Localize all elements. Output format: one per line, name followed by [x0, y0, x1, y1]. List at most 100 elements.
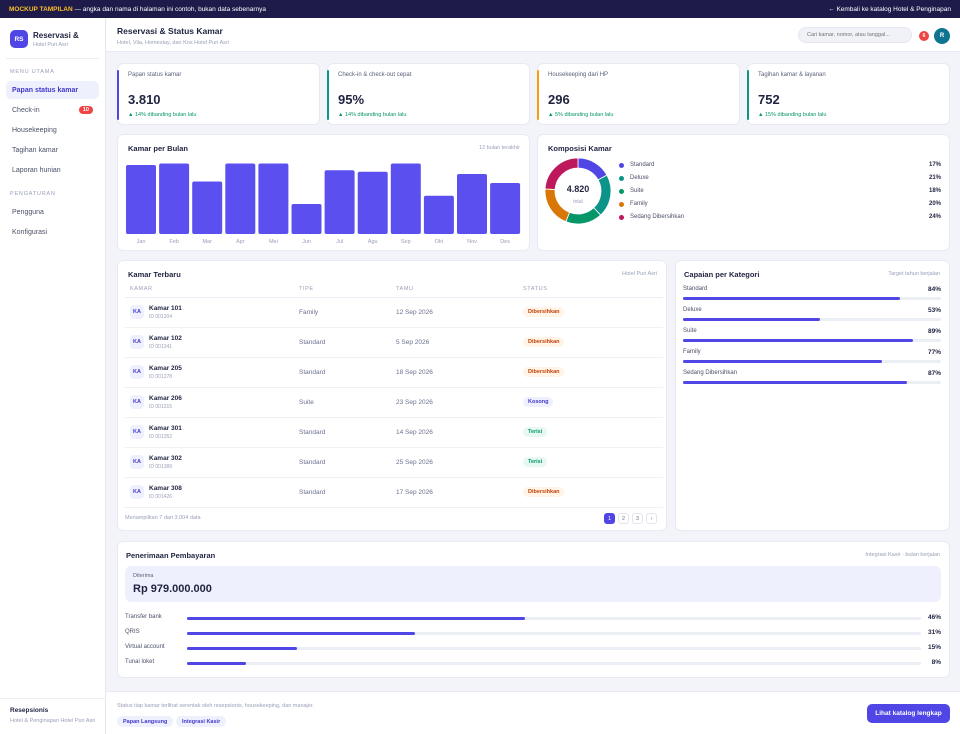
- room-info: KA Kamar 308 ID 001426: [130, 485, 294, 500]
- category-row: Sedang Dibersihkan 87%: [683, 370, 941, 390]
- room-initials: KA: [130, 335, 144, 349]
- page-1-button[interactable]: 1: [604, 513, 615, 524]
- status-cell: Dibersihkan: [518, 327, 663, 358]
- sidebar-item-occupancy-report[interactable]: Laporan hunian: [6, 161, 99, 179]
- room-id: ID 001389: [149, 463, 173, 470]
- room-initials: KA: [130, 395, 144, 409]
- room-id: ID 001315: [149, 403, 173, 410]
- donut-title: Komposisi Kamar: [548, 144, 612, 153]
- sidebar-item-checkin[interactable]: Check-in 10: [6, 101, 99, 119]
- payment-row: Transfer bank 46%: [125, 614, 941, 624]
- donut-slice-suite: [565, 207, 602, 225]
- bar-sep: [390, 163, 421, 234]
- avatar[interactable]: R: [934, 28, 950, 44]
- mockup-banner: MOCKUP TAMPILAN — angka dan nama di hala…: [0, 0, 960, 18]
- x-tick-label: Mei: [269, 239, 278, 245]
- table-row[interactable]: KA Kamar 206 ID 001315 Suite 23 Sep 2026 Koso…: [125, 387, 663, 418]
- kpi-label: Papan status kamar: [128, 72, 182, 78]
- bar-feb: [159, 163, 190, 234]
- sidebar-item-configuration[interactable]: Konfigurasi: [6, 223, 99, 241]
- search-input[interactable]: [798, 27, 912, 43]
- room-name: Kamar 101: [149, 304, 182, 312]
- next-page-button[interactable]: ›: [646, 513, 657, 524]
- x-tick-label: Nov: [467, 239, 477, 245]
- room-id: ID 001241: [149, 343, 173, 350]
- legend-item: Standard 17%: [619, 159, 941, 171]
- sidebar-item-housekeeping[interactable]: Housekeeping: [6, 121, 99, 139]
- bar-jun: [291, 204, 322, 234]
- table-row[interactable]: KA Kamar 302 ID 001389 Standard 25 Sep 2026 T…: [125, 447, 663, 478]
- table-row[interactable]: KA Kamar 301 ID 001352 Standard 14 Sep 2026 T…: [125, 417, 663, 448]
- payment-progress-fill: [187, 632, 415, 635]
- kpi-trend: ▲ 15% dibanding bulan lalu: [758, 112, 827, 118]
- sidebar-item-users[interactable]: Pengguna: [6, 203, 99, 221]
- page-header: Reservasi & Status Kamar Hotel, Vila, Ho…: [106, 18, 960, 52]
- sidebar-item-billing[interactable]: Tagihan kamar: [6, 141, 99, 159]
- status-cell: Dibersihkan: [518, 477, 663, 508]
- pagination: 1 2 3 ›: [601, 513, 657, 524]
- category-pct: 89%: [927, 328, 941, 335]
- bar-mar: [192, 181, 223, 234]
- room-cell: KA Kamar 101 ID 001204: [125, 297, 294, 328]
- donut-slice-sedang-dibersihkan: [544, 157, 579, 190]
- status-badge: Dibersihkan: [523, 487, 565, 497]
- view-catalog-button[interactable]: Lihat katalog lengkap: [867, 704, 950, 723]
- page-3-button[interactable]: 3: [632, 513, 643, 524]
- checkin-count-badge: 10: [78, 106, 93, 114]
- category-pct: 53%: [927, 307, 941, 314]
- table-row[interactable]: KA Kamar 101 ID 001204 Family 12 Sep 2026 Dib…: [125, 297, 663, 328]
- guest-date: 25 Sep 2026: [391, 447, 518, 478]
- table-row[interactable]: KA Kamar 308 ID 001426 Standard 17 Sep 2026 D…: [125, 477, 663, 508]
- status-cell: Terisi: [518, 417, 663, 448]
- category-name: Family: [683, 349, 701, 355]
- kpi-accent: [327, 70, 329, 120]
- category-meta: Target tahun berjalan: [888, 271, 940, 277]
- legend-swatch: [619, 175, 624, 181]
- bar-okt: [423, 195, 454, 234]
- legend-item: Suite 18%: [619, 185, 941, 197]
- page-title: Reservasi & Status Kamar: [117, 26, 223, 36]
- page-2-button[interactable]: 2: [618, 513, 629, 524]
- room-name: Kamar 302: [149, 454, 182, 462]
- user-hotel: Hotel & Penginapan Hotel Puri Asri: [10, 718, 96, 725]
- mockup-notice: MOCKUP TAMPILAN — angka dan nama di hala…: [9, 6, 266, 13]
- bar-chart: Jan Feb Mar Apr Mei Jun Jul Agu Sep Okt Nov Des: [126, 163, 521, 245]
- room-cell: KA Kamar 206 ID 001315: [125, 387, 294, 418]
- room-id: ID 001352: [149, 433, 173, 440]
- legend-label: Deluxe: [630, 175, 649, 181]
- table-row[interactable]: KA Kamar 205 ID 001278 Standard 18 Sep 2026 D…: [125, 357, 663, 388]
- room-id: ID 001426: [149, 493, 173, 500]
- room-initials: KA: [130, 425, 144, 439]
- table-header-row: KAMAR TIPE TAMU STATUS: [125, 282, 663, 298]
- payment-method-name: Transfer bank: [125, 614, 162, 620]
- payment-method-name: QRIS: [125, 629, 140, 635]
- room-name: Kamar 206: [149, 394, 182, 402]
- room-name: Kamar 205: [149, 364, 182, 372]
- table-row[interactable]: KA Kamar 102 ID 001241 Standard 5 Sep 2026 Di…: [125, 327, 663, 358]
- payment-pct: 15%: [927, 644, 941, 651]
- legend-label: Standard: [630, 162, 655, 168]
- payment-progress-fill: [187, 662, 246, 665]
- sidebar-item-room-board[interactable]: Papan status kamar: [6, 81, 99, 99]
- bar-nov: [457, 174, 487, 234]
- room-cell: KA Kamar 102 ID 001241: [125, 327, 294, 358]
- back-to-catalog-link[interactable]: ← Kembali ke katalog Hotel & Penginapan: [828, 5, 951, 13]
- sidebar-item-label: Laporan hunian: [12, 166, 61, 174]
- x-tick-label: Mar: [202, 239, 212, 245]
- payment-progress-fill: [187, 617, 525, 620]
- category-title: Capaian per Kategori: [684, 270, 760, 279]
- room-name: Kamar 308: [149, 484, 182, 492]
- category-name: Standard: [683, 286, 708, 292]
- notification-badge[interactable]: 6: [919, 31, 929, 41]
- kpi-value: 95%: [338, 92, 365, 107]
- kpi-label: Tagihan kamar & layanan: [758, 72, 826, 78]
- kpi-card-housekeeping: Housekeeping dari HP 296 ▲ 5% dibanding …: [537, 63, 740, 125]
- category-pct: 87%: [927, 370, 941, 377]
- sidebar-item-label: Konfigurasi: [12, 228, 48, 236]
- category-pct: 84%: [927, 286, 941, 293]
- legend-item: Sedang Dibersihkan 24%: [619, 211, 941, 223]
- legend-item: Deluxe 21%: [619, 172, 941, 184]
- kpi-accent: [537, 70, 539, 120]
- category-progress-track: [683, 360, 941, 363]
- sidebar-item-label: Papan status kamar: [12, 86, 79, 94]
